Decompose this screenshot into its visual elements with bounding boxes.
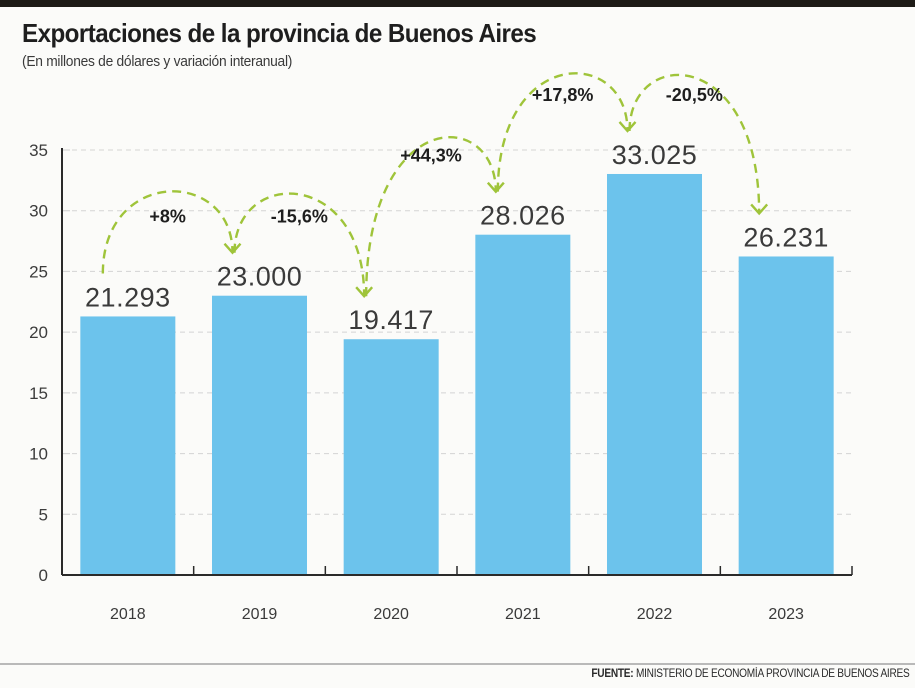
value-label: 28.026	[480, 201, 566, 231]
value-label: 33.025	[612, 140, 698, 170]
x-tick-label: 2021	[505, 606, 541, 623]
bar-2023	[738, 256, 834, 575]
chart-title: Exportaciones de la provincia de Buenos …	[22, 18, 537, 48]
change-label: +17,8%	[532, 85, 594, 105]
y-tick-label: 35	[29, 141, 48, 160]
grid-lines	[72, 149, 852, 515]
y-tick-label: 0	[39, 566, 48, 585]
value-label: 21.293	[85, 282, 171, 312]
source-text: MINISTERIO DE ECONOMÍA PROVINCIA DE BUEN…	[635, 668, 909, 680]
axes: 0 5 10 15 20 25 30 35	[29, 141, 853, 585]
bar-2022	[607, 173, 702, 575]
change-arrow-arc	[628, 73, 761, 214]
y-tick-label: 5	[39, 505, 48, 524]
value-label: 23.000	[217, 262, 303, 292]
top-bar	[0, 0, 915, 7]
y-tick-label: 30	[29, 202, 48, 221]
x-tick-label: 2022	[637, 606, 673, 623]
change-label: -20,5%	[666, 85, 723, 105]
arrow-head-icon	[486, 181, 505, 194]
y-tick-label: 10	[29, 445, 48, 464]
y-tick-label: 25	[29, 262, 48, 281]
labels: 21.293 2018 23.000 2019 19.417 2020 28.026 2021…	[85, 140, 829, 623]
chart-subtitle: (En millones de dólares y variación inte…	[22, 53, 293, 70]
change-arrow-arc	[496, 72, 629, 192]
y-tick-label: 15	[29, 384, 48, 403]
arrow-head-icon	[618, 121, 637, 133]
arrow-head-icon	[223, 242, 242, 255]
x-tick-label: 2023	[768, 606, 804, 623]
change-label: -15,6%	[271, 207, 328, 227]
value-label: 26.231	[743, 222, 829, 252]
x-tick-label: 2018	[110, 606, 146, 623]
x-tick-label: 2020	[373, 606, 409, 623]
x-tick-label: 2019	[242, 606, 278, 623]
source-note: FUENTE: MINISTERIO DE ECONOMÍA PROVINCIA…	[591, 668, 909, 680]
bar-2020	[343, 339, 439, 575]
change-arrow-arc	[233, 192, 366, 297]
bar-2021	[475, 234, 571, 576]
source-label: FUENTE:	[590, 668, 633, 680]
change-label: +8%	[149, 207, 186, 227]
bar-2018	[80, 316, 176, 575]
change-arrow-arc	[364, 136, 498, 297]
value-label: 19.417	[348, 305, 434, 335]
annotations: +8% -15,6% +44,3% +17,8% -20,5%	[101, 72, 769, 299]
bar-chart: 0 5 10 15 20 25 30 35 21.293 2018 23.000 2019 19.41…	[29, 72, 853, 623]
bars	[80, 173, 834, 576]
bar-2019	[212, 295, 307, 575]
change-arrow-arc	[101, 190, 234, 274]
change-label: +44,3%	[400, 146, 462, 166]
arrow-head-icon	[750, 203, 769, 216]
footer-rule	[0, 663, 915, 665]
arrow-head-icon	[355, 286, 374, 299]
y-tick-label: 20	[29, 323, 48, 342]
